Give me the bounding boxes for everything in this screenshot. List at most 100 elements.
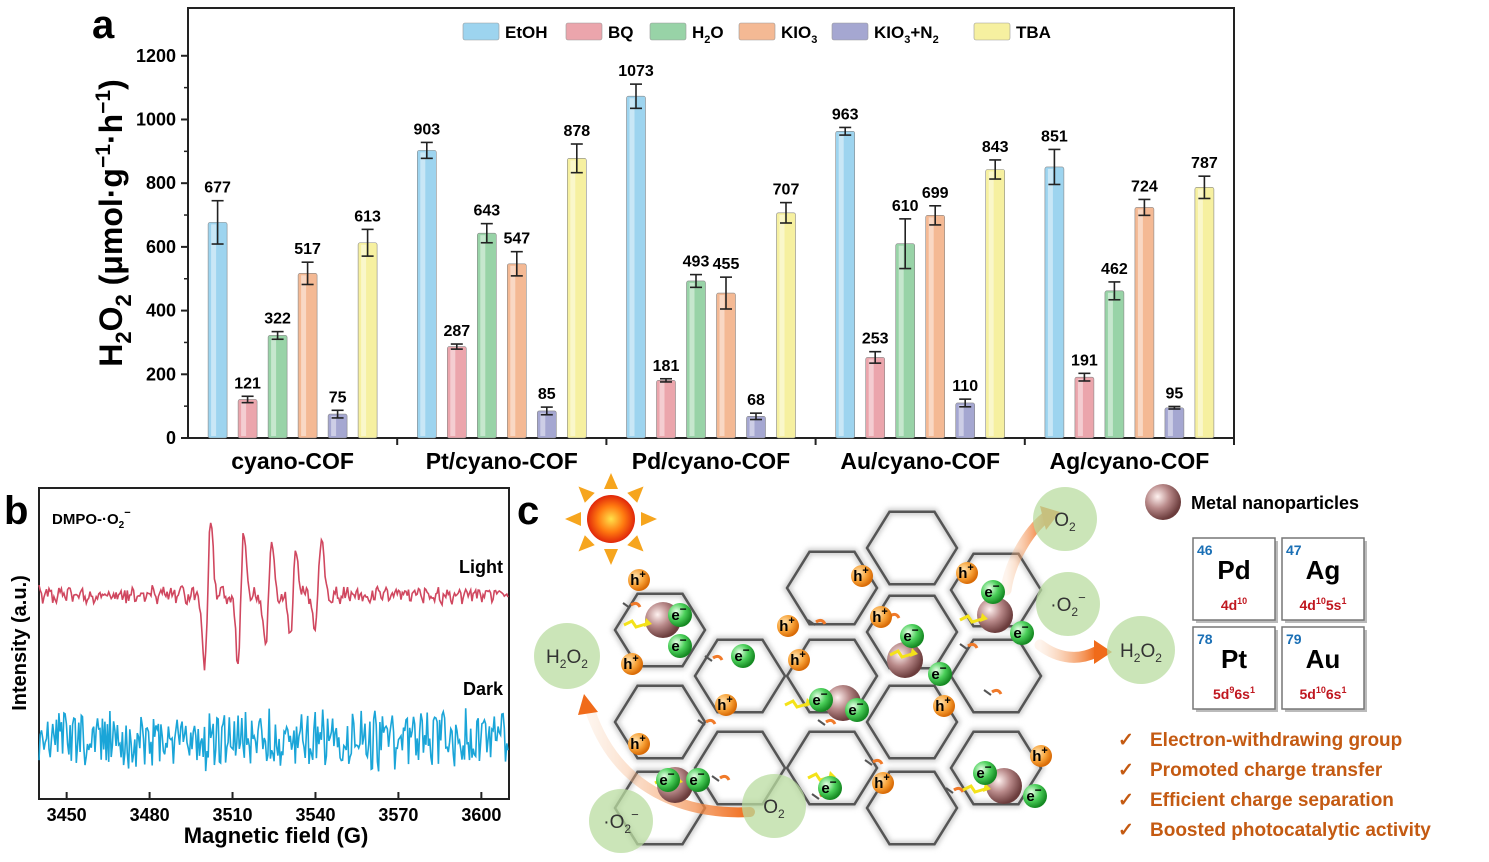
- hole-label: h+: [935, 695, 951, 715]
- y-tick-label: 0: [166, 428, 176, 448]
- hexagon-shadow: [946, 636, 1046, 716]
- bar-highlight: [689, 282, 695, 436]
- cof-hexagon: [865, 510, 959, 586]
- metal-nanoparticle: [977, 597, 1013, 633]
- h2o2-bubble-right: [1107, 616, 1175, 684]
- bar-h2o: [895, 243, 916, 439]
- element-cell-box: [1281, 537, 1365, 621]
- check-icon: ✓: [1118, 730, 1134, 751]
- cyano-group: [953, 786, 965, 793]
- bar-highlight: [749, 418, 755, 436]
- feature-item: Promoted charge transfer: [1150, 760, 1383, 781]
- panel-a-label: a: [92, 3, 115, 47]
- epr-x-tick-label: 3480: [130, 805, 170, 825]
- data-label: 699: [922, 185, 949, 202]
- electron-particle: [928, 662, 952, 686]
- data-label: 110: [952, 378, 978, 395]
- atomic-number: 47: [1286, 542, 1302, 558]
- arrow-head: [1094, 640, 1112, 664]
- sun-disc: [587, 495, 635, 543]
- bar-highlight: [1197, 189, 1203, 436]
- hole-label: h+: [623, 653, 639, 673]
- bar-kio3-n2: [955, 402, 976, 439]
- linker-stub: [864, 759, 873, 766]
- electron-particle: [981, 580, 1005, 604]
- o2-bubble: [1033, 487, 1097, 551]
- electron-configuration: 5d106s1: [1300, 685, 1347, 702]
- electron-particle: [668, 603, 692, 627]
- bar-etoh: [1044, 166, 1065, 439]
- cof-hexagon: [693, 638, 787, 714]
- hole-particle: [1030, 745, 1052, 767]
- linker-stub: [945, 787, 954, 794]
- element-symbol: Au: [1306, 644, 1341, 674]
- data-label: 613: [354, 208, 381, 225]
- legend-label: TBA: [1016, 23, 1051, 42]
- hole-particle: [628, 733, 650, 755]
- cyano-group: [815, 618, 827, 625]
- transfer-arrow: [784, 699, 808, 709]
- panel-a-bar-chart: a 0 200 400 600 800 1000 1200 cyano-COF 677 121 3…: [92, 3, 1235, 474]
- data-label: 963: [832, 106, 859, 123]
- series-line-dark: [38, 708, 509, 772]
- hole-label: h+: [874, 772, 890, 792]
- y-tick-label: 800: [146, 173, 176, 193]
- cof-hexagon: [613, 592, 707, 668]
- o2-bubble-text: O2: [1054, 510, 1076, 534]
- bar-highlight: [301, 275, 307, 436]
- bar-highlight: [540, 412, 546, 436]
- hexagon-shadow: [782, 548, 882, 628]
- data-label: 322: [264, 311, 291, 328]
- transfer-arrow: [959, 614, 983, 624]
- legend-swatch: [973, 22, 1011, 41]
- electron-particle: [809, 688, 833, 712]
- y-tick-label: 200: [146, 364, 176, 384]
- electron-particle: [686, 768, 710, 792]
- panel-c-label: c: [517, 489, 539, 533]
- electron-particle: [731, 644, 755, 668]
- bar-tba: [566, 158, 587, 439]
- feature-item: Boosted photocatalytic activity: [1150, 820, 1431, 841]
- electron-label: e−: [903, 623, 918, 645]
- cof-hexagon: [785, 550, 879, 626]
- data-label: 643: [473, 203, 500, 220]
- bar-highlight: [1077, 379, 1083, 436]
- category-label: Ag/cyano-COF: [1050, 448, 1210, 474]
- h2o2-bubble-left-text: H2O2: [546, 647, 588, 671]
- electron-particle: [1010, 621, 1034, 645]
- hole-particle: [621, 653, 643, 675]
- electron-label: e−: [671, 633, 686, 655]
- element-cell-box: [1281, 626, 1365, 710]
- bar-etoh: [626, 95, 646, 439]
- superoxide-bubble-text: ·O2−: [1050, 590, 1085, 619]
- category-label: cyano-COF: [231, 448, 354, 474]
- bar-bq: [237, 399, 258, 439]
- feature-item: Electron-withdrawing group: [1150, 730, 1402, 751]
- cof-hexagon: [865, 770, 959, 846]
- legend-swatch: [462, 22, 500, 41]
- hole-label: h+: [717, 694, 733, 714]
- superoxide-bubble: [1036, 572, 1100, 636]
- metal-nanoparticle: [887, 642, 923, 678]
- series-line-light: [38, 522, 509, 671]
- bar-h2o: [267, 335, 288, 439]
- bar-highlight: [480, 235, 486, 436]
- data-label: 843: [982, 139, 1009, 156]
- bar-etoh: [416, 150, 437, 439]
- bar-highlight: [241, 401, 247, 436]
- hole-label: h+: [630, 569, 646, 589]
- data-label: 75: [329, 389, 347, 406]
- bar-bq: [1074, 376, 1095, 439]
- cyano-group: [712, 654, 724, 661]
- bar-highlight: [361, 244, 367, 436]
- cof-hexagon: [865, 684, 959, 760]
- legend-swatch: [738, 22, 776, 41]
- electron-label: e−: [984, 579, 999, 601]
- linker-stub: [807, 619, 816, 626]
- electron-configuration: 4d105s1: [1300, 596, 1347, 613]
- h2o2-bubble-left: [534, 623, 600, 689]
- bar-kio3-n2: [1164, 407, 1185, 439]
- electron-label: e−: [812, 687, 827, 709]
